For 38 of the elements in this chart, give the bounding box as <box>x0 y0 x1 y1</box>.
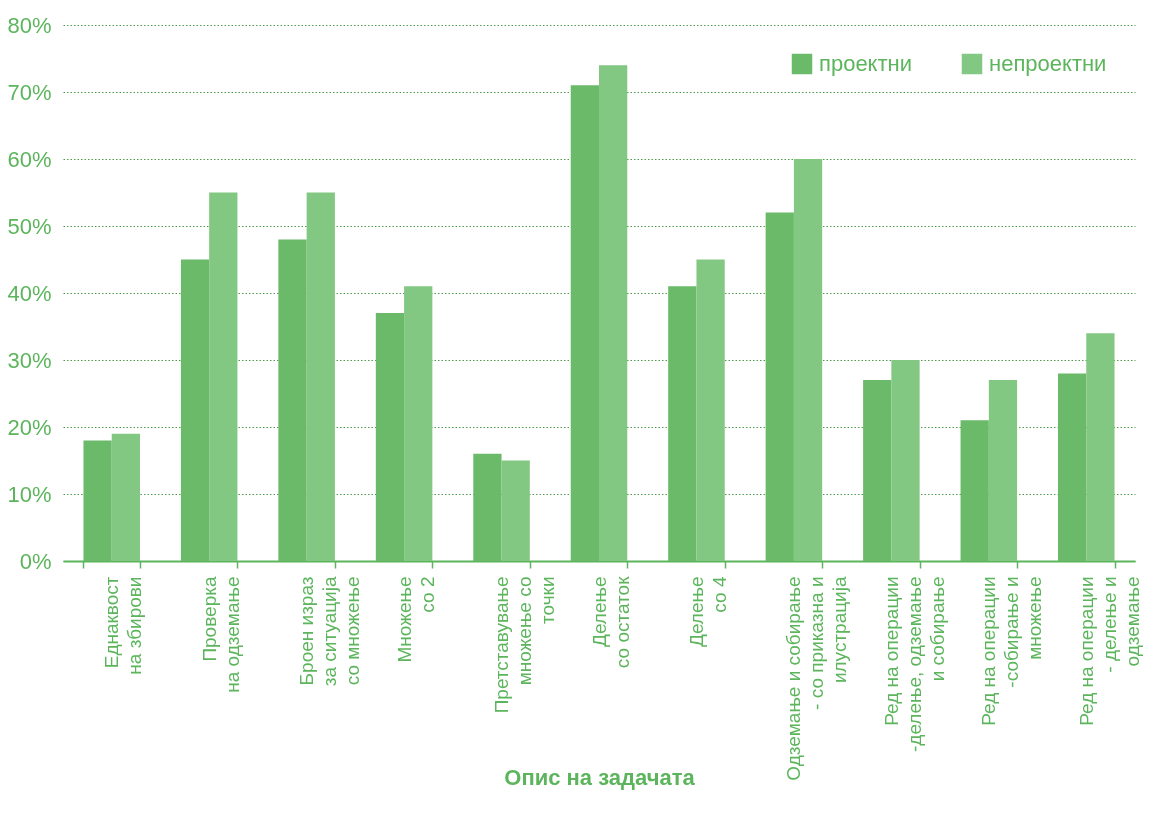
y-tick-label: 40% <box>7 280 52 306</box>
y-tick-label: 80% <box>7 12 52 38</box>
bar <box>375 313 405 561</box>
y-tick-label: 0% <box>19 548 52 574</box>
x-tick-label: Множење со 2 <box>393 576 438 663</box>
bar <box>988 380 1018 561</box>
bar <box>306 192 335 561</box>
bar <box>111 433 140 561</box>
bar <box>404 286 433 561</box>
bar <box>209 192 238 561</box>
legend-label: проектни <box>819 51 913 76</box>
bar <box>793 159 823 561</box>
bar <box>1086 333 1115 561</box>
bar <box>891 360 920 561</box>
x-tick-label: Еднаквост на збирови <box>101 576 146 675</box>
y-tick-label: 20% <box>7 414 52 440</box>
bar <box>599 65 628 561</box>
legend-label: непроектни <box>989 51 1107 76</box>
y-tick-label: 50% <box>7 213 52 239</box>
bar <box>668 286 697 561</box>
y-tick-label: 10% <box>7 481 52 507</box>
x-tick-label: Претставување множење со точки <box>491 576 559 714</box>
bar <box>501 460 530 561</box>
bar <box>180 259 210 561</box>
y-tick-label: 30% <box>7 347 52 373</box>
bar <box>696 259 725 561</box>
bar <box>83 440 112 561</box>
bar <box>1058 373 1087 561</box>
y-tick-label: 60% <box>7 146 52 172</box>
x-tick-label: Делење со 4 <box>685 576 730 647</box>
bar <box>765 212 794 561</box>
bar <box>960 420 989 561</box>
bar <box>278 239 307 561</box>
y-tick-label: 70% <box>7 79 52 105</box>
x-axis-title: Опис на задачата <box>504 764 696 790</box>
bar <box>570 85 599 561</box>
bar <box>863 380 892 561</box>
bar <box>473 453 502 561</box>
